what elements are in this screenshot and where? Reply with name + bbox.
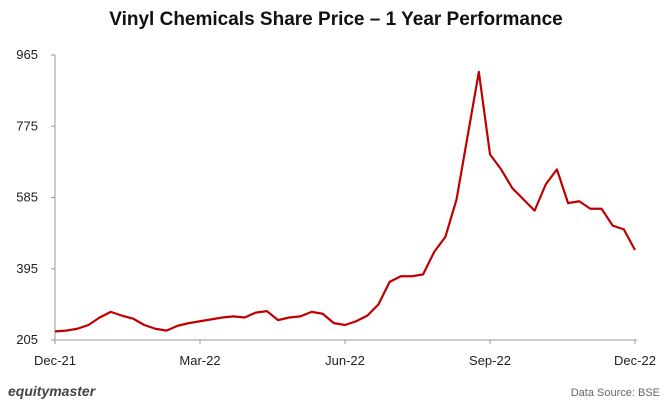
y-tick-label: 205	[16, 332, 38, 347]
x-tick-label: Mar-22	[179, 353, 220, 368]
price-line	[54, 70, 636, 333]
brand: equitymaster	[8, 383, 97, 399]
x-tick-label: Sep-22	[469, 353, 511, 368]
y-tick-label: 775	[16, 118, 38, 133]
y-tick-label: 585	[16, 190, 38, 205]
x-tick-label: Dec-21	[34, 353, 76, 368]
x-tick-label: Jun-22	[325, 353, 365, 368]
source: Data Source: BSE	[571, 387, 660, 399]
y-tick-label: 965	[16, 47, 38, 62]
chart-title: Vinyl Chemicals Share Price – 1 Year Per…	[109, 9, 562, 30]
x-tick-label: Dec-22	[614, 353, 656, 368]
y-tick-label: 395	[16, 261, 38, 276]
